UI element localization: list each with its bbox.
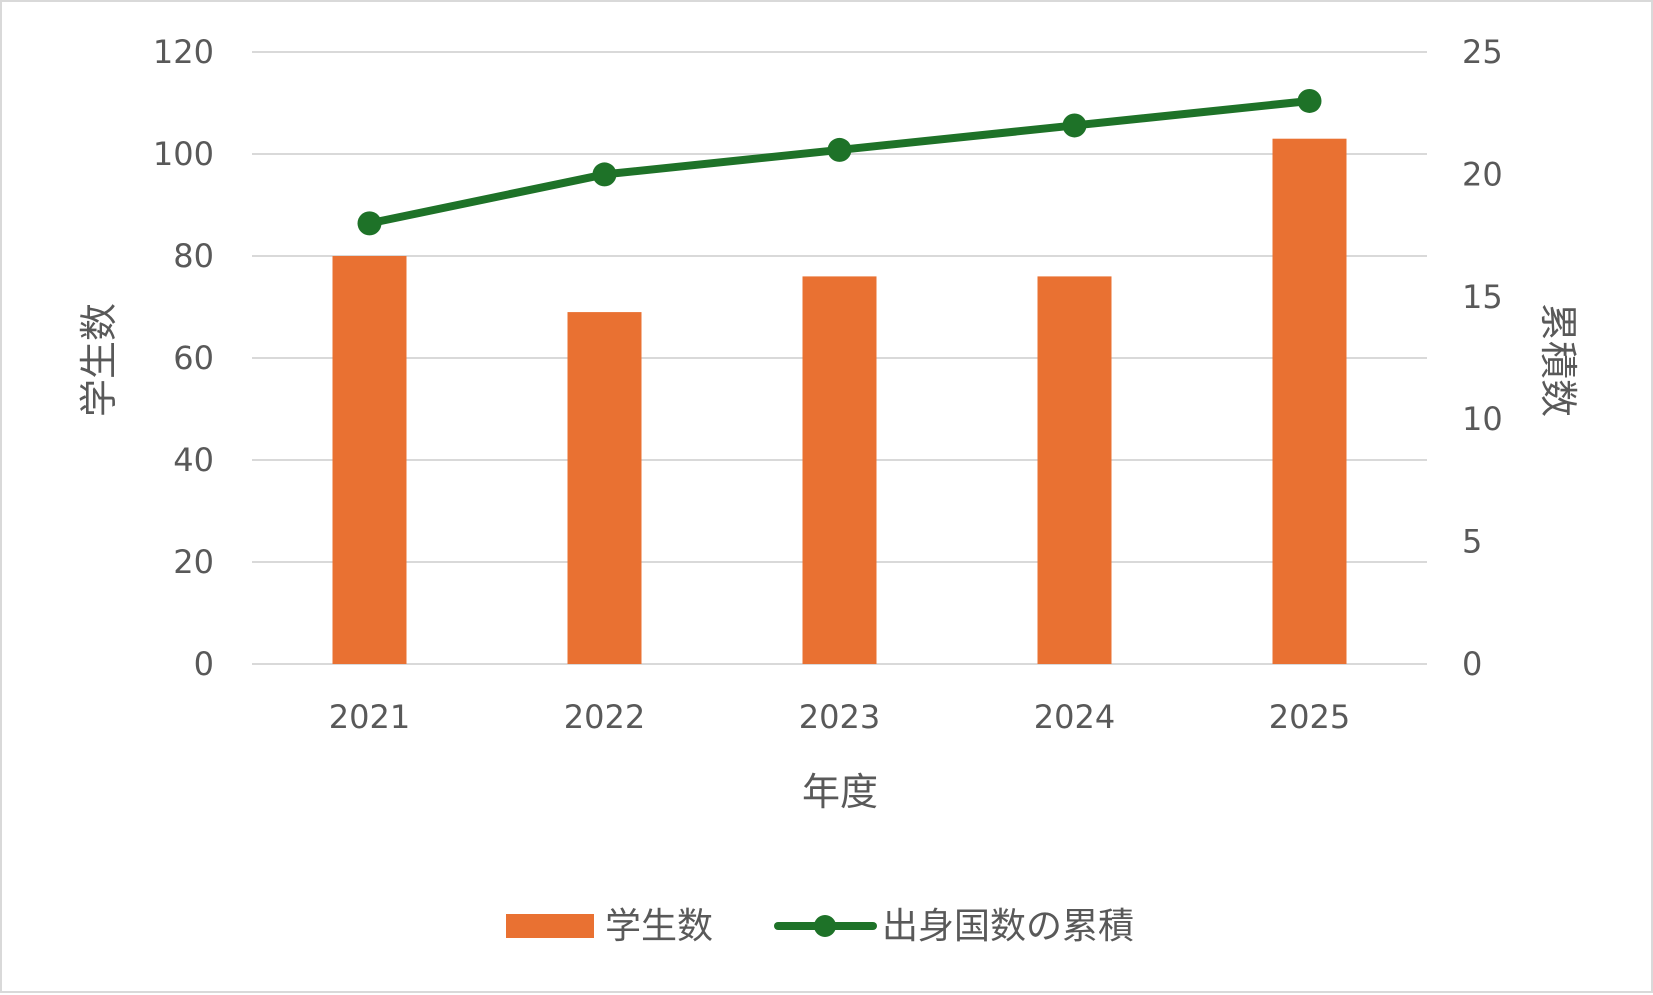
right-y-tick-label: 15: [1462, 278, 1503, 316]
bar: [1037, 276, 1112, 664]
bar: [567, 312, 642, 664]
legend: 学生数 出身国数の累積: [506, 906, 1134, 947]
right-y-tick-label: 20: [1462, 155, 1503, 193]
right-y-tick-label: 0: [1462, 645, 1482, 683]
legend-label-line: 出身国数の累積: [882, 906, 1134, 947]
right-y-tick-label: 10: [1462, 400, 1503, 438]
line-path: [365, 96, 1314, 228]
bar: [802, 276, 877, 664]
legend-swatch-bar: [506, 914, 594, 938]
legend-swatch-marker: [814, 915, 836, 937]
line-point: [1297, 88, 1322, 113]
x-tick-label: 2023: [799, 698, 880, 736]
line-point: [592, 162, 617, 187]
right-y-axis-title: 累積数: [1536, 303, 1580, 417]
x-axis-title: 年度: [802, 770, 878, 814]
line-series: [357, 88, 1322, 236]
bar: [332, 256, 407, 664]
legend-label-bar: 学生数: [605, 906, 713, 947]
left-y-tick-label: 80: [173, 237, 214, 275]
bar: [1272, 138, 1347, 664]
left-y-tick-label: 60: [173, 339, 214, 377]
left-y-tick-label: 40: [173, 441, 214, 479]
left-y-axis-title: 学生数: [77, 303, 121, 417]
bar-series: [332, 138, 1347, 664]
line-point: [1062, 113, 1087, 138]
line-point: [357, 211, 382, 236]
x-tick-label: 2022: [564, 698, 645, 736]
left-y-tick-label: 100: [153, 135, 214, 173]
left-y-tick-label: 20: [173, 543, 214, 581]
x-tick-label: 2021: [329, 698, 410, 736]
right-y-tick-label: 5: [1462, 523, 1482, 561]
left-y-tick-label: 120: [153, 33, 214, 71]
x-tick-label: 2025: [1269, 698, 1350, 736]
right-y-tick-label: 25: [1462, 33, 1503, 71]
x-tick-label: 2024: [1034, 698, 1115, 736]
line-point: [827, 137, 852, 162]
left-y-tick-label: 0: [194, 645, 214, 683]
